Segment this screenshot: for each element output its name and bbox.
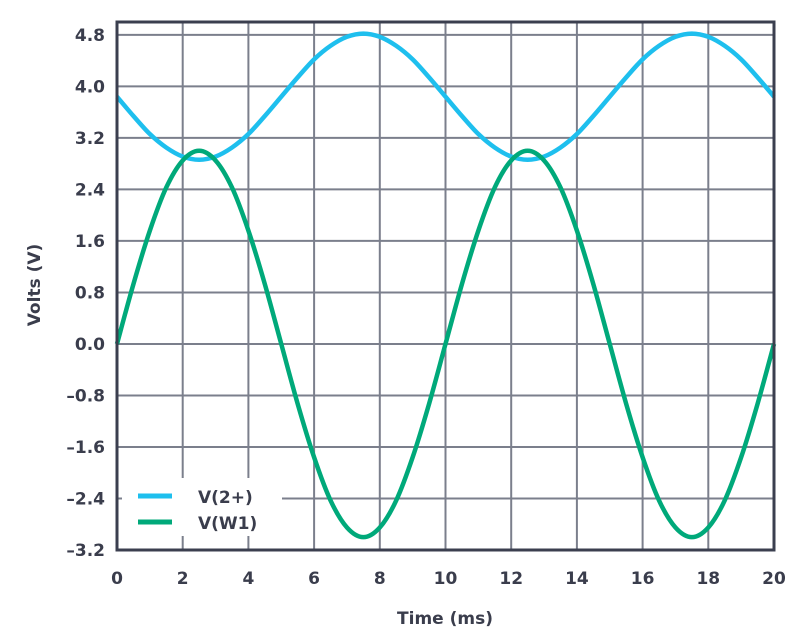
x-tick-label: 4	[242, 569, 254, 589]
x-tick-label: 2	[177, 569, 189, 589]
x-tick-label: 16	[631, 569, 655, 589]
y-tick-labels: 4.8 4.0 3.2 2.4 1.6 0.8 0.0 –0.8 –1.6 –2.4 –3.2	[66, 26, 105, 561]
x-tick-label: 8	[374, 569, 386, 589]
y-tick-label: 4.0	[75, 77, 105, 97]
x-tick-label: 18	[696, 569, 720, 589]
x-tick-label: 14	[565, 569, 589, 589]
y-tick-label: 0.0	[75, 335, 105, 355]
x-tick-labels: 0 2 4 6 8 10 12 14 16 18 20	[111, 569, 786, 589]
y-tick-label: –3.2	[66, 541, 105, 561]
grid	[116, 22, 775, 551]
y-tick-label: –1.6	[66, 438, 105, 458]
x-tick-label: 0	[111, 569, 123, 589]
y-tick-label: 2.4	[75, 180, 105, 200]
x-tick-label: 6	[308, 569, 320, 589]
legend-label: V(2+)	[198, 488, 253, 508]
y-axis-label: Volts (V)	[25, 244, 45, 327]
series-line-1	[115, 31, 776, 163]
legend-background	[122, 478, 282, 536]
x-tick-label: 10	[434, 569, 458, 589]
series-line-2	[114, 148, 777, 540]
series-group	[114, 31, 777, 540]
x-tick-label: 12	[499, 569, 523, 589]
y-tick-label: 3.2	[75, 129, 105, 149]
y-tick-label: 0.8	[75, 283, 105, 303]
legend-label: V(W1)	[198, 514, 257, 534]
y-tick-label: –0.8	[66, 386, 105, 406]
x-axis-label: Time (ms)	[397, 609, 493, 629]
x-tick-label: 20	[762, 569, 786, 589]
legend: V(2+) V(W1)	[122, 478, 282, 536]
y-tick-label: 4.8	[75, 26, 105, 46]
plot-frame	[115, 20, 776, 552]
y-tick-label: 1.6	[75, 232, 105, 252]
y-tick-label: –2.4	[66, 489, 105, 509]
